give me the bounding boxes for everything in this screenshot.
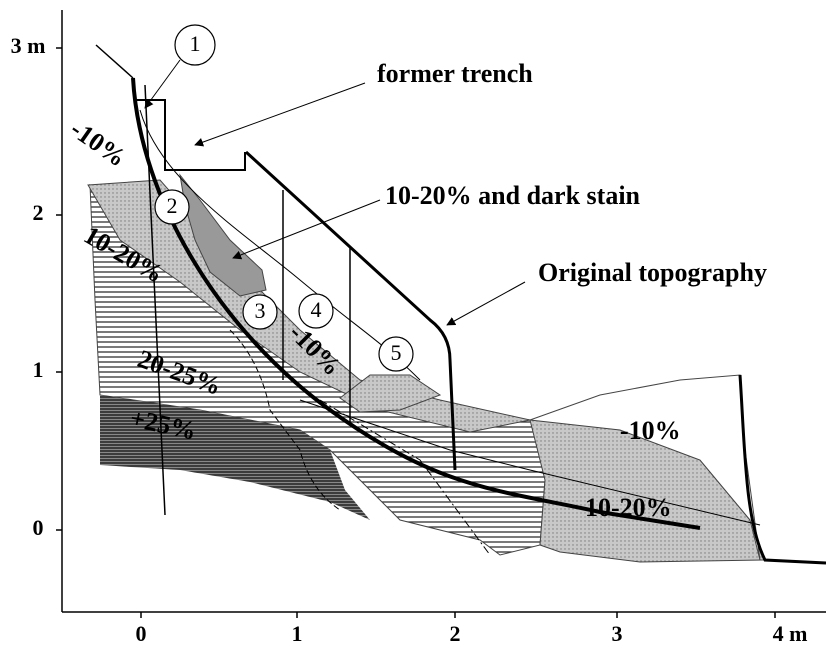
annotation: former trench <box>377 59 533 88</box>
y-tick-label: 0 <box>33 515 44 540</box>
callout: 4 <box>311 297 322 322</box>
y-tick-label: 3 m <box>11 33 46 58</box>
x-tick-label: 1 <box>292 621 303 646</box>
x-tick-label: 3 <box>612 621 623 646</box>
annotation: 10-20% and dark stain <box>385 181 641 210</box>
zone-label: -10% <box>65 114 131 173</box>
x-tick-label: 4 m <box>773 621 808 646</box>
x-tick-label: 2 <box>450 621 461 646</box>
callout: 5 <box>391 340 402 365</box>
annotation: Original topography <box>538 258 767 287</box>
y-tick-label: 1 <box>33 357 44 382</box>
zone-label: -10% <box>620 416 681 445</box>
x-tick-label: 0 <box>136 621 147 646</box>
zone-label: 10-20% <box>585 493 672 522</box>
callout: 1 <box>190 31 201 56</box>
callout: 3 <box>255 298 266 323</box>
y-tick-label: 2 <box>33 200 44 225</box>
diagram: 0 1 2 3 m 0 1 2 3 4 m <box>0 0 826 652</box>
callout: 2 <box>167 193 178 218</box>
